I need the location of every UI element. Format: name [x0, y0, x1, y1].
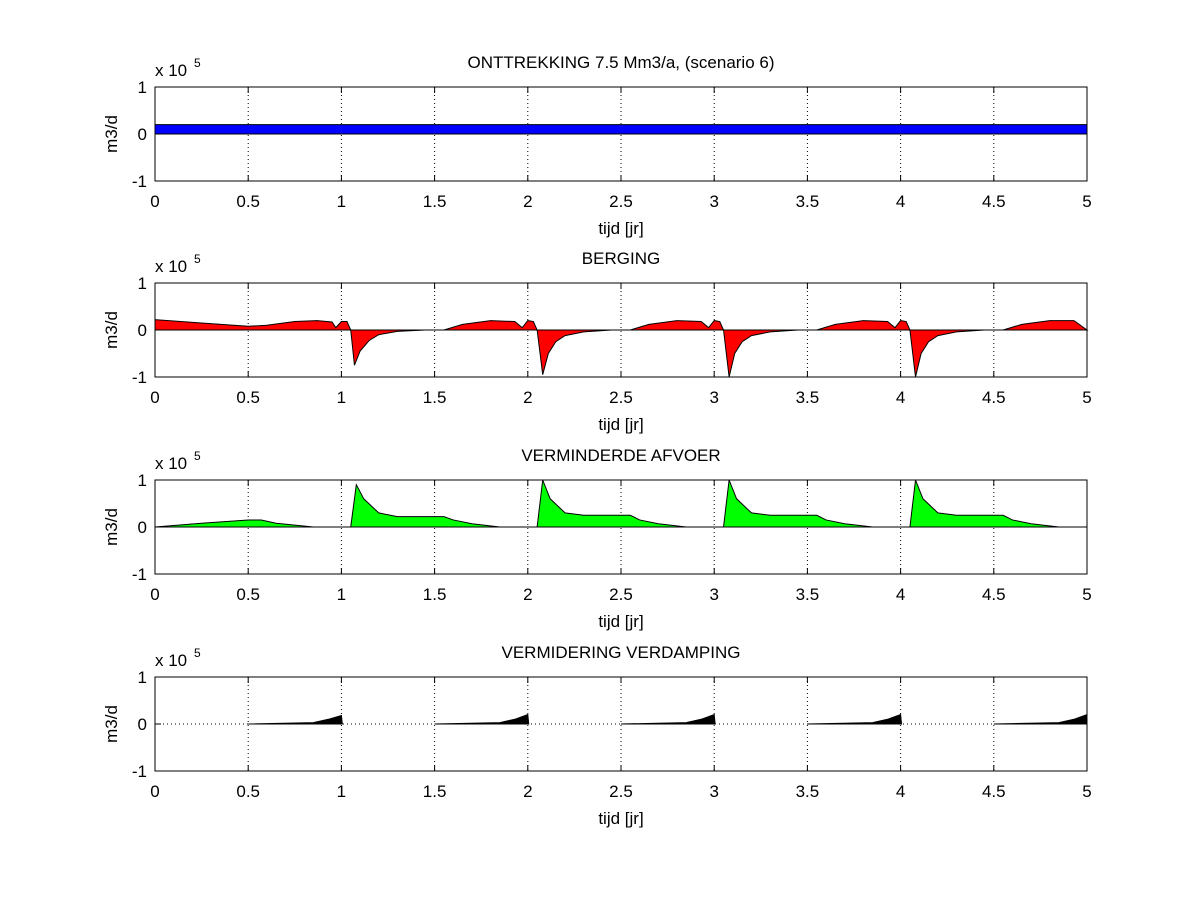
x-tick-label: 5: [1082, 782, 1091, 801]
x-tick-label: 3: [709, 782, 718, 801]
y-tick-label: 1: [138, 274, 147, 293]
x-tick-label: 1.5: [423, 388, 447, 407]
scale-exponent: 5: [194, 646, 201, 660]
scale-label: x 10: [155, 257, 187, 276]
x-tick-label: 5: [1082, 585, 1091, 604]
area: [154, 124, 1088, 135]
x-tick-label: 4: [896, 585, 905, 604]
y-tick-label: -1: [132, 565, 147, 584]
y-tick-label: 0: [138, 715, 147, 734]
x-tick-label: 1: [337, 192, 346, 211]
x-tick-label: 3: [709, 192, 718, 211]
y-tick-label: 1: [138, 78, 147, 97]
x-tick-label: 0.5: [236, 388, 260, 407]
x-tick-label: 0: [150, 192, 159, 211]
x-tick-label: 1.5: [423, 192, 447, 211]
x-tick-label: 0: [150, 388, 159, 407]
x-tick-label: 3: [709, 585, 718, 604]
x-tick-label: 4.5: [982, 585, 1006, 604]
x-tick-label: 0.5: [236, 192, 260, 211]
x-tick-label: 3.5: [796, 388, 820, 407]
chart-title: VERMIDERING VERDAMPING: [502, 643, 741, 662]
x-tick-label: 3.5: [796, 192, 820, 211]
x-tick-label: 0: [150, 782, 159, 801]
x-axis-label: tijd [jr]: [598, 809, 643, 828]
x-tick-label: 1: [337, 388, 346, 407]
y-axis-label: m3/d: [102, 705, 121, 743]
x-axis-label: tijd [jr]: [598, 612, 643, 631]
y-tick-label: 1: [138, 668, 147, 687]
y-tick-label: -1: [132, 762, 147, 781]
x-tick-label: 2: [523, 388, 532, 407]
x-tick-label: 4.5: [982, 782, 1006, 801]
y-tick-label: 1: [138, 471, 147, 490]
scale-label: x 10: [155, 61, 187, 80]
x-tick-label: 2.5: [609, 192, 633, 211]
scale-label: x 10: [155, 454, 187, 473]
chart-title: ONTTREKKING 7.5 Mm3/a, (scenario 6): [467, 53, 774, 72]
x-tick-label: 1: [337, 782, 346, 801]
y-tick-label: 0: [138, 518, 147, 537]
x-tick-label: 1: [337, 585, 346, 604]
x-tick-label: 2: [523, 782, 532, 801]
x-tick-label: 0: [150, 585, 159, 604]
x-tick-label: 2: [523, 585, 532, 604]
x-tick-label: 5: [1082, 388, 1091, 407]
x-tick-label: 5: [1082, 192, 1091, 211]
x-tick-label: 3.5: [796, 585, 820, 604]
x-tick-label: 3: [709, 388, 718, 407]
x-tick-label: 2.5: [609, 585, 633, 604]
x-tick-label: 1.5: [423, 782, 447, 801]
x-tick-label: 2.5: [609, 388, 633, 407]
x-axis-label: tijd [jr]: [598, 219, 643, 238]
y-tick-label: -1: [132, 368, 147, 387]
x-tick-label: 4: [896, 192, 905, 211]
y-tick-label: 0: [138, 125, 147, 144]
area: [154, 479, 1087, 528]
scale-exponent: 5: [194, 252, 201, 266]
scale-exponent: 5: [194, 56, 201, 70]
x-axis-label: tijd [jr]: [598, 415, 643, 434]
y-tick-label: 0: [138, 321, 147, 340]
y-axis-label: m3/d: [102, 115, 121, 153]
x-tick-label: 4.5: [982, 388, 1006, 407]
y-axis-label: m3/d: [102, 508, 121, 546]
x-tick-label: 1.5: [423, 585, 447, 604]
x-tick-label: 0.5: [236, 585, 260, 604]
chart-title: VERMINDERDE AFVOER: [521, 446, 720, 465]
scale-label: x 10: [155, 651, 187, 670]
x-tick-label: 3.5: [796, 782, 820, 801]
x-tick-label: 2: [523, 192, 532, 211]
x-tick-label: 4: [896, 782, 905, 801]
x-tick-label: 0.5: [236, 782, 260, 801]
x-tick-label: 4.5: [982, 192, 1006, 211]
y-tick-label: -1: [132, 172, 147, 191]
area: [248, 713, 1088, 725]
chart-title: BERGING: [582, 249, 660, 268]
scale-exponent: 5: [194, 449, 201, 463]
x-tick-label: 4: [896, 388, 905, 407]
x-tick-label: 2.5: [609, 782, 633, 801]
area: [154, 319, 1089, 378]
y-axis-label: m3/d: [102, 311, 121, 349]
